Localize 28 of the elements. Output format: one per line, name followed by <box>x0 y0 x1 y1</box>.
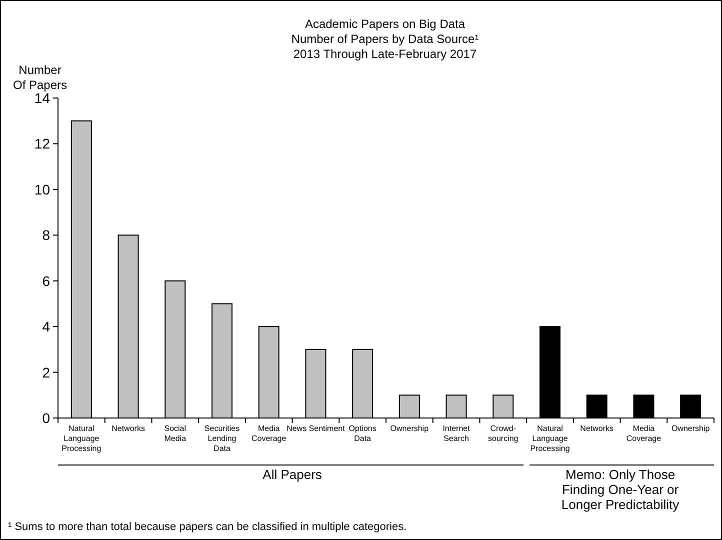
x-tick-label: Internet Search <box>442 424 471 443</box>
y-tick-label: 0 <box>42 410 50 426</box>
y-axis-title: Number Of Papers <box>12 63 68 92</box>
x-tick-label: Networks <box>112 424 145 433</box>
text: All Papers <box>262 467 322 482</box>
y-tick-label: 12 <box>34 136 50 152</box>
x-tick-label: Media Coverage <box>252 424 287 443</box>
x-tick-label: Media Coverage <box>626 424 662 443</box>
y-tick-label: 10 <box>34 181 50 198</box>
y-tick-label: 8 <box>42 227 50 244</box>
x-tick-label: Crowd- sourcing <box>488 424 518 443</box>
text: Memo: Only Those Finding One-Year or Longer Predictability <box>561 467 680 512</box>
x-tick-label: News Sentiment <box>286 424 346 433</box>
y-tick-label: 2 <box>42 364 50 380</box>
x-tick-label: Networks <box>580 424 614 433</box>
x-tick-label: Natural Language Processing <box>62 424 102 453</box>
chart-subtitle: Number of Papers by Data Source¹ 2013 Through Late-February 2017 <box>291 32 479 61</box>
x-tick-label: Natural Language Processing <box>530 424 570 453</box>
x-tick-label: Social Media <box>164 424 187 443</box>
x-tick-label: Options Data <box>348 424 376 443</box>
text: ¹ Sums to more than total because papers can be classified in multiple categories. <box>8 521 407 533</box>
x-tick-label: Ownership <box>390 424 430 433</box>
y-tick-label: 14 <box>34 90 50 106</box>
y-tick-label: 6 <box>42 272 50 289</box>
x-tick-label: Ownership <box>671 424 710 433</box>
x-tick-label: Securities Lending Data <box>204 424 240 453</box>
chart-title: Academic Papers on Big Data <box>304 17 466 31</box>
y-tick-label: 4 <box>42 318 50 335</box>
